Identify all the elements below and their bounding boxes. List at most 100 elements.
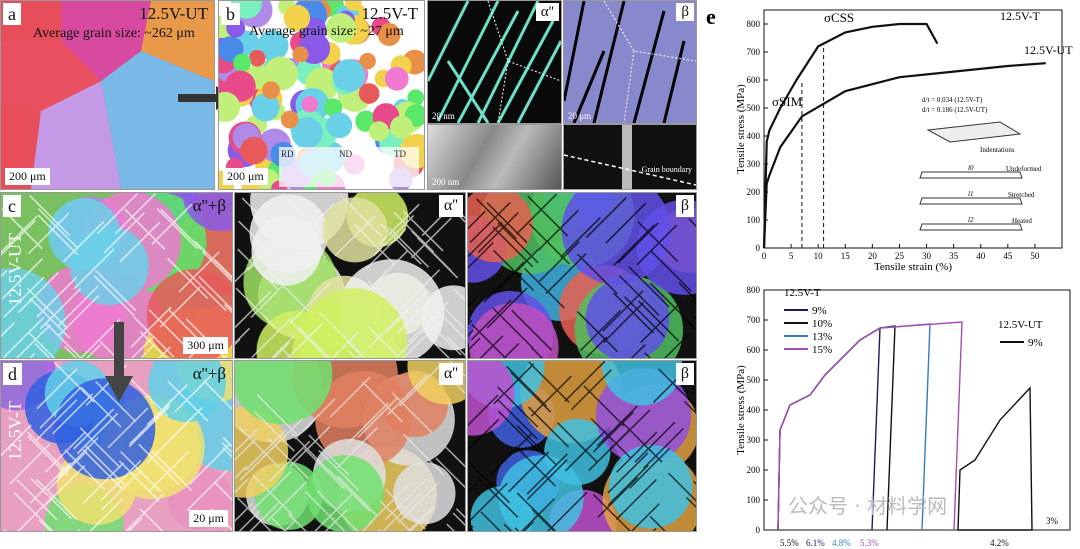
panel-title: 12.5V-UT — [139, 4, 208, 23]
alpha-micrograph: α'' 20 nm — [427, 0, 562, 124]
y-tick-label: 300 — [747, 159, 761, 169]
x-tick-label: 25 — [895, 251, 905, 261]
y-tick-label: 200 — [747, 187, 761, 197]
specimen-3d — [926, 121, 1022, 143]
phase-title: β — [675, 363, 694, 385]
y-tick-label: 400 — [747, 405, 761, 415]
recovery-label: 6.1% — [806, 538, 825, 548]
grain-size-text: Average grain size: ~27 μm — [249, 24, 404, 39]
arrow-down-icon — [105, 322, 133, 402]
panel-title: 12.5V-T — [361, 4, 418, 23]
x-tick-label: 15 — [841, 251, 851, 261]
recovery-label: 5.5% — [780, 538, 799, 548]
x-tick-label: 5 — [789, 251, 794, 261]
sigma-css-label: σCSS — [824, 10, 854, 25]
legend-label: 9% — [812, 305, 827, 317]
specimen-strip — [919, 171, 1023, 179]
series-label-ut: 12.5V-UT — [1024, 43, 1073, 57]
strain-scalebar: 3% — [1046, 516, 1059, 526]
sample-label: 12.5V-T — [5, 401, 25, 461]
ipf-legend: RD ND TD — [279, 147, 419, 187]
y-tick-label: 700 — [747, 47, 761, 57]
panel-d-combined: d α''+β 12.5V-T 20 μm — [0, 360, 233, 532]
y-tick-label: 400 — [747, 131, 761, 141]
panel-e: e 0 100 200 300 400 500 600 700 800 0 5 10 15 20 25 30 3… — [700, 0, 1080, 549]
grain-map-b — [219, 1, 424, 189]
phase-label: α'' — [535, 3, 559, 21]
specimen-strip — [919, 197, 1023, 205]
legend2-label: 9% — [1028, 337, 1043, 349]
panel-label: d — [3, 363, 22, 385]
inset-undeformed: Undeformed — [1006, 165, 1042, 173]
scale-bar: 200 nm — [432, 177, 460, 187]
cyclic-chart: 0 100 200 300 400 500 600 700 800 Tensile stress … — [735, 285, 1071, 548]
inset-stretched: Stretched — [1008, 191, 1035, 199]
panel-label: a — [3, 3, 21, 25]
beta-micrograph: β 20 μm — [563, 0, 697, 124]
phase-title: α'' — [438, 363, 463, 385]
y-tick-label: 500 — [747, 375, 761, 385]
gauge-length: l2 — [968, 216, 974, 224]
panel-label: b — [221, 3, 240, 25]
x-tick-label: 0 — [762, 251, 767, 261]
panel-d-beta: β — [467, 360, 697, 532]
tem-image: 200 nm — [427, 124, 562, 190]
inset-indent: Indentations — [980, 146, 1015, 154]
loop-ut — [957, 386, 1033, 531]
gauge-length: l1 — [968, 190, 973, 198]
beta-lines — [564, 1, 696, 123]
legend-label: 10% — [812, 318, 832, 330]
watermark: 公众号 · 材料学网 — [788, 494, 948, 518]
panel-c-beta: β — [467, 192, 697, 359]
phase-title: α''+β — [192, 364, 226, 383]
y-axis-label: Tensile stress (MPa) — [735, 84, 747, 174]
ipf-rd: RD — [281, 149, 294, 159]
phase-title: β — [675, 195, 694, 217]
loop-3 — [777, 321, 963, 531]
sample-label: 12.5V-UT — [5, 233, 25, 306]
y-tick-label: 500 — [747, 103, 761, 113]
y-tick-label: 700 — [747, 315, 761, 325]
panel-label: c — [3, 195, 21, 217]
grain-boundary-label: Grain boundary — [641, 165, 692, 174]
grain-size-text: Average grain size: ~262 μm — [33, 26, 195, 41]
inset-heated: Heated — [1012, 217, 1032, 225]
scale-bar: 20 nm — [432, 111, 455, 121]
legend-title: 12.5V-T — [784, 287, 821, 299]
y-tick-label: 600 — [747, 345, 761, 355]
scale-bar: 300 μm — [183, 337, 228, 354]
x-tick-label: 20 — [868, 251, 878, 261]
phase-label: β — [676, 3, 694, 21]
x-tick-label: 40 — [976, 251, 986, 261]
panel-d-alpha: α'' — [234, 360, 466, 532]
panel-c-combined: c α''+β 12.5V-UT 300 μm — [0, 192, 233, 359]
panel-b: b 12.5V-T Average grain size: ~27 μm 200… — [218, 0, 425, 190]
y-tick-label: 0 — [756, 525, 761, 535]
inset-dt2: d/t = 0.186 (12.5V-UT) — [922, 106, 988, 114]
y-axis-label: Tensile stress (MPa) — [735, 365, 747, 455]
y-tick-label: 800 — [747, 19, 761, 29]
panel-label: e — [706, 4, 716, 29]
sigma-sim-label: σSIM — [772, 94, 803, 109]
gauge-length: l0 — [968, 164, 974, 172]
legend-label: 15% — [812, 344, 832, 356]
panel-c-alpha: α'' — [234, 192, 466, 359]
scale-bar: 20 μm — [568, 111, 592, 121]
alpha-needles — [428, 1, 561, 123]
legend2-title: 12.5V-UT — [998, 319, 1043, 331]
scale-bar: 20 μm — [189, 510, 228, 527]
specimen-strip — [919, 223, 1023, 231]
x-tick-label: 10 — [814, 251, 824, 261]
x-axis-label: Tensile strain (%) — [874, 261, 952, 273]
gb-image: Grain boundary — [563, 124, 697, 190]
y-tick-label: 600 — [747, 75, 761, 85]
y-tick-label: 800 — [747, 285, 761, 295]
inset-dt1: d/t = 0.034 (12.5V-T) — [922, 96, 983, 104]
ipf-td: TD — [394, 149, 406, 159]
phase-title: α'' — [438, 195, 463, 217]
y-tick-label: 100 — [747, 215, 761, 225]
stress-strain-chart: 0 100 200 300 400 500 600 700 800 0 5 10 15 20 25 30 35 4… — [735, 9, 1073, 273]
x-tick-label: 45 — [1003, 251, 1013, 261]
y-tick-label: 0 — [756, 243, 761, 253]
y-tick-label: 200 — [747, 465, 761, 475]
